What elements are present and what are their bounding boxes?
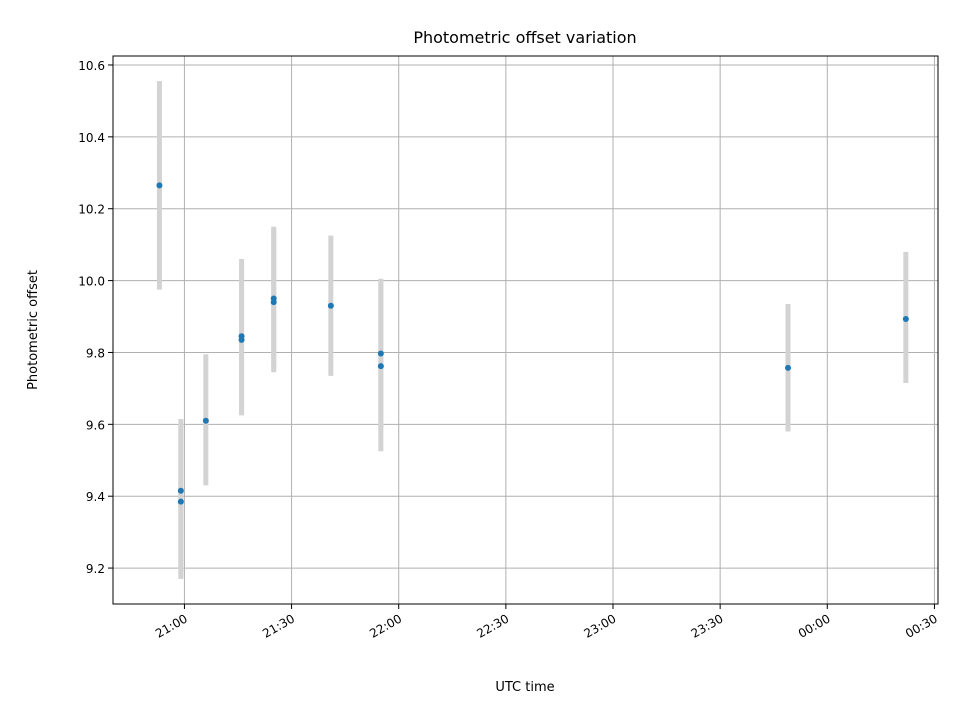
- y-tick-label: 9.8: [86, 346, 105, 360]
- y-tick-label: 9.2: [86, 562, 105, 576]
- data-point: [902, 316, 909, 323]
- plot-area-frame: [112, 55, 939, 605]
- data-point: [377, 363, 384, 370]
- y-tick-label: 10.0: [78, 275, 105, 289]
- chart-title: Photometric offset variation: [413, 28, 636, 47]
- x-axis-label: UTC time: [495, 680, 554, 695]
- grid: [113, 56, 938, 604]
- y-tick-label: 10.4: [78, 131, 105, 145]
- y-tick-label: 9.4: [86, 490, 105, 504]
- y-tick-label: 10.6: [78, 59, 105, 73]
- y-axis: 9.2 9.4 9.6 9.8 10.0 10.2 10.4 10.6: [78, 59, 113, 576]
- data-point: [327, 302, 334, 309]
- y-tick-label: 9.6: [86, 418, 105, 432]
- data-point: [270, 295, 277, 302]
- y-axis-label: Photometric offset: [26, 270, 41, 390]
- data-point: [377, 350, 384, 357]
- y-tick-label: 10.2: [78, 203, 105, 217]
- data-point: [238, 333, 245, 340]
- data-point: [202, 417, 209, 424]
- data-point: [177, 498, 184, 505]
- data-points: [156, 182, 909, 505]
- data-point: [156, 182, 163, 189]
- data-point: [177, 487, 184, 494]
- data-point: [785, 364, 791, 371]
